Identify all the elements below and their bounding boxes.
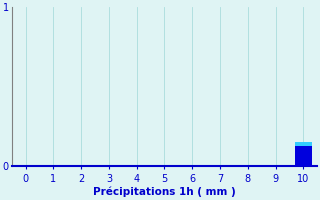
Bar — [295, 142, 312, 146]
X-axis label: Précipitations 1h ( mm ): Précipitations 1h ( mm ) — [93, 187, 236, 197]
Bar — [295, 146, 312, 166]
